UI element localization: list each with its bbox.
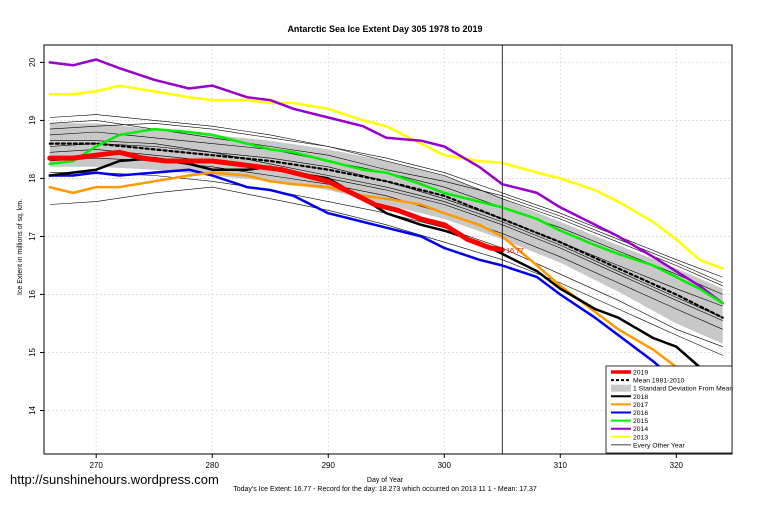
x-tick-label: 280 [206, 461, 220, 470]
y-tick-label: 16 [28, 289, 37, 298]
series-line-2015 [48, 127, 724, 305]
x-tick-label: 320 [670, 461, 684, 470]
series-line-2019 [47, 149, 505, 253]
plot-frame [43, 44, 733, 455]
x-axis-label: Day of Year [367, 477, 404, 484]
legend-label: Mean 1981-2010 [633, 378, 685, 385]
watermark-url: http://sunshinehours.wordpress.com [10, 472, 219, 487]
y-tick-label: 15 [28, 347, 37, 356]
x-tick-label: 310 [554, 461, 568, 470]
day-marker: 16.77 [501, 45, 524, 454]
legend-label: 1 Standard Deviation From Mean [633, 386, 733, 393]
chart-footer: Today's Ice Extent: 16.77 - Record for t… [233, 486, 537, 493]
y-axis-label: Ice Extent in millions of sq. km. [17, 199, 24, 295]
background-year-line [49, 114, 723, 287]
series-line-2016 [48, 168, 724, 438]
x-tick-label: 290 [322, 461, 336, 470]
series-line-mean-1981-2010 [48, 142, 724, 319]
y-tick-label: 14 [28, 405, 37, 414]
series-line-2014 [48, 58, 724, 305]
legend-label: 2015 [633, 418, 648, 425]
background-year-line [49, 140, 723, 318]
axes: 270 280 290 300 310 320 14 15 16 17 18 19 20 [28, 57, 684, 470]
current-value-label: 16.77 [506, 248, 524, 255]
legend-label: 2014 [633, 426, 648, 433]
background-year-line [49, 149, 723, 321]
legend-label: 2019 [633, 370, 648, 377]
legend-label: 2018 [633, 394, 648, 401]
y-tick-label: 17 [28, 231, 37, 240]
series-line-2017 [48, 171, 724, 389]
highlighted-series [47, 58, 724, 438]
background-year-line [49, 186, 723, 356]
chart-title: Antarctic Sea Ice Extent Day 305 1978 to… [287, 24, 482, 34]
legend-label: 2013 [633, 434, 648, 441]
x-tick-label: 300 [438, 461, 452, 470]
legend-label: 2017 [633, 402, 648, 409]
y-tick-label: 19 [28, 115, 37, 124]
legend-label: Every Other Year [633, 442, 685, 449]
series-line-2013 [48, 84, 724, 270]
y-tick-label: 18 [28, 173, 37, 182]
y-tick-label: 20 [28, 57, 37, 66]
legend-label: 2016 [633, 410, 648, 417]
x-tick-label: 270 [90, 461, 104, 470]
legend-swatch [611, 384, 631, 392]
